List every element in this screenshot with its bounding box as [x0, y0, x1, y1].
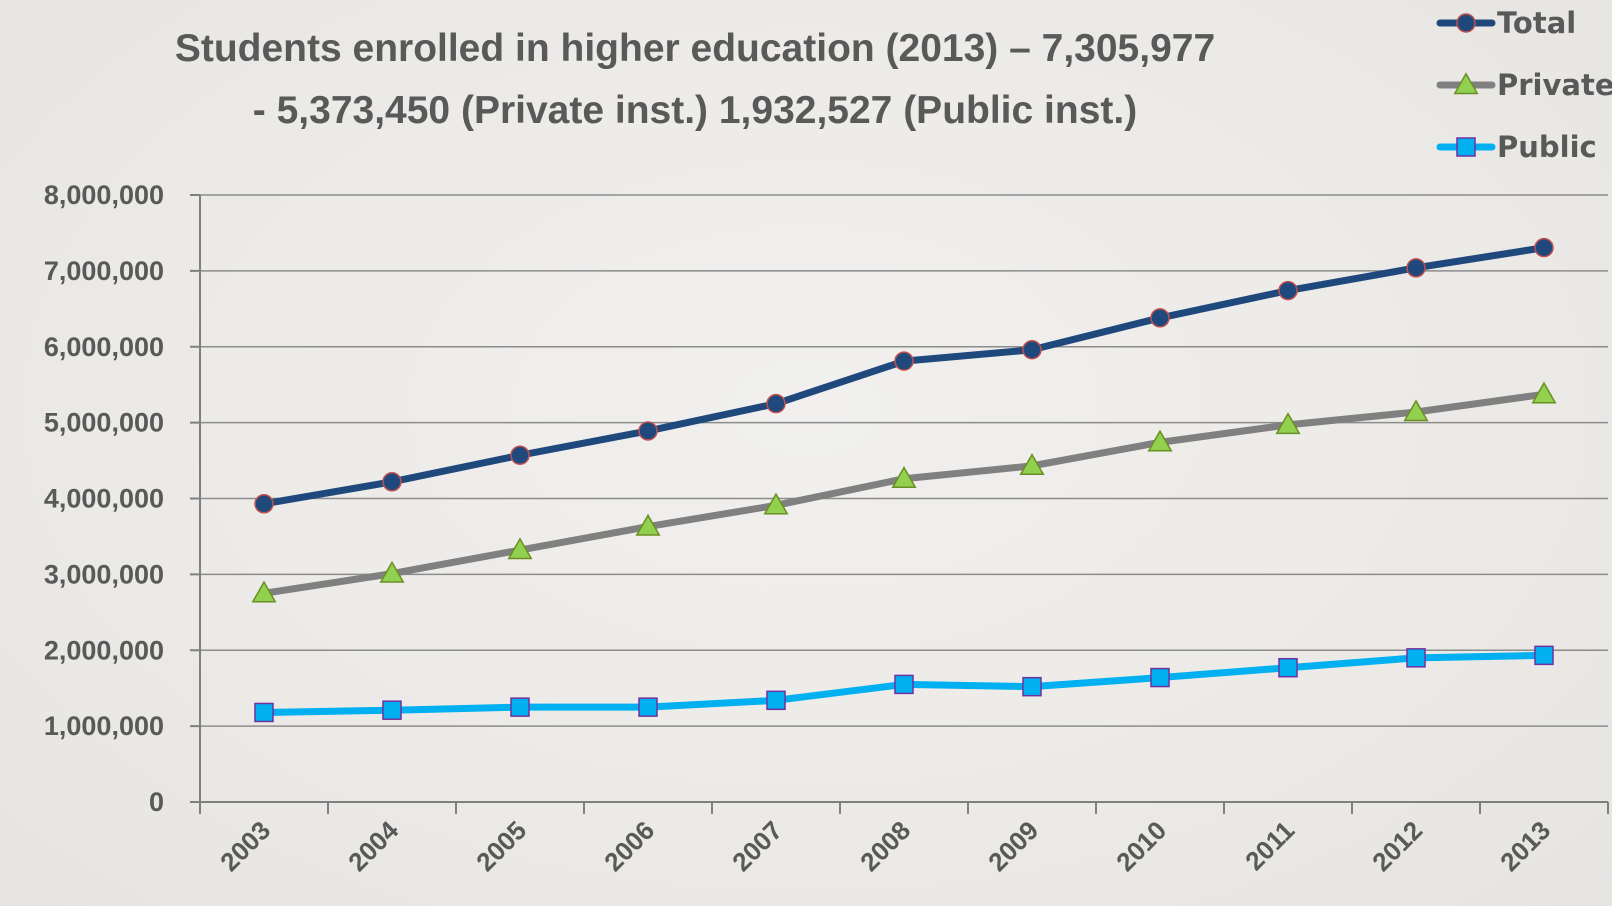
series-private [251, 381, 1557, 603]
y-tick-label: 7,000,000 [44, 256, 164, 286]
x-tick-label: 2011 [1239, 815, 1300, 876]
axes [190, 194, 1609, 814]
legend-item-public: Public [1436, 130, 1597, 164]
data-point-public [894, 674, 914, 695]
legend-marker-total [1456, 13, 1476, 33]
chart-subtitle: - 5,373,450 (Private inst.) 1,932,527 (P… [252, 89, 1138, 132]
data-point-public [1022, 676, 1042, 697]
legend-label-private: Private [1497, 68, 1612, 102]
data-point-total [382, 472, 402, 492]
x-axis-ticks: 2003 2004 2005 2006 2007 2008 2009 2010 2011 2012… [214, 815, 1556, 877]
y-tick-label: 2,000,000 [44, 635, 164, 665]
legend: Total Private Public [1436, 6, 1612, 164]
data-point-public [638, 697, 658, 717]
x-tick-label: 2007 [726, 815, 788, 877]
legend-label-total: Total [1497, 6, 1576, 40]
data-point-public [382, 700, 402, 720]
legend-marker-private [1453, 72, 1479, 95]
x-tick-label: 2006 [598, 815, 660, 877]
data-point-total [894, 351, 914, 371]
x-tick-label: 2005 [470, 815, 532, 877]
data-point-private [1403, 399, 1429, 422]
data-point-total [1278, 280, 1298, 301]
data-point-private [507, 537, 533, 560]
data-point-public [1406, 648, 1426, 668]
x-tick-label: 2004 [342, 815, 404, 877]
data-point-private [635, 513, 661, 536]
data-point-total [1150, 308, 1170, 328]
x-tick-label: 2012 [1366, 815, 1428, 877]
data-point-total [1406, 258, 1426, 278]
data-point-private [1275, 412, 1301, 435]
chart-title-block: Students enrolled in higher education (2… [40, 18, 1350, 142]
series-line-private [260, 390, 1548, 597]
data-point-public [766, 690, 786, 711]
y-tick-label: 1,000,000 [44, 711, 164, 741]
series-line-total [260, 244, 1548, 508]
y-tick-label: 3,000,000 [44, 559, 164, 589]
data-point-private [891, 466, 917, 488]
x-tick-label: 2010 [1110, 815, 1172, 877]
data-point-private [379, 560, 405, 583]
data-point-private [1531, 381, 1557, 404]
legend-item-private: Private [1436, 68, 1612, 102]
data-point-private [1019, 453, 1045, 476]
data-point-public [510, 697, 530, 717]
data-point-total [510, 445, 530, 466]
data-point-public [254, 702, 274, 723]
data-point-private [251, 580, 277, 603]
data-point-public [1534, 645, 1554, 666]
legend-marker-public [1456, 137, 1476, 157]
y-tick-label: 4,000,000 [44, 484, 164, 514]
y-tick-label: 5,000,000 [44, 408, 164, 438]
series-public [254, 645, 1554, 723]
legend-item-total: Total [1436, 6, 1576, 40]
y-axis-ticks: 0 1,000,000 2,000,000 3,000,000 4,000,000 5,0… [44, 180, 164, 817]
x-tick-label: 2003 [214, 815, 276, 877]
x-tick-label: 2009 [982, 815, 1044, 877]
y-tick-label: 6,000,000 [44, 332, 164, 362]
data-point-public [1278, 657, 1298, 678]
series-total [254, 237, 1554, 514]
data-point-total [766, 393, 786, 414]
chart-title: Students enrolled in higher education (2… [174, 27, 1216, 70]
data-point-total [1022, 340, 1042, 360]
x-tick-label: 2008 [854, 815, 916, 877]
data-point-total [638, 421, 658, 441]
legend-label-public: Public [1497, 130, 1597, 164]
data-point-total [254, 494, 274, 514]
x-tick-label: 2013 [1494, 815, 1556, 877]
y-tick-label: 0 [149, 787, 164, 817]
series-group [251, 237, 1557, 723]
data-point-total [1534, 237, 1554, 258]
data-point-public [1150, 667, 1170, 688]
y-tick-label: 8,000,000 [44, 180, 164, 210]
data-point-private [763, 492, 789, 515]
data-point-private [1147, 429, 1173, 452]
gridlines [200, 194, 1608, 727]
